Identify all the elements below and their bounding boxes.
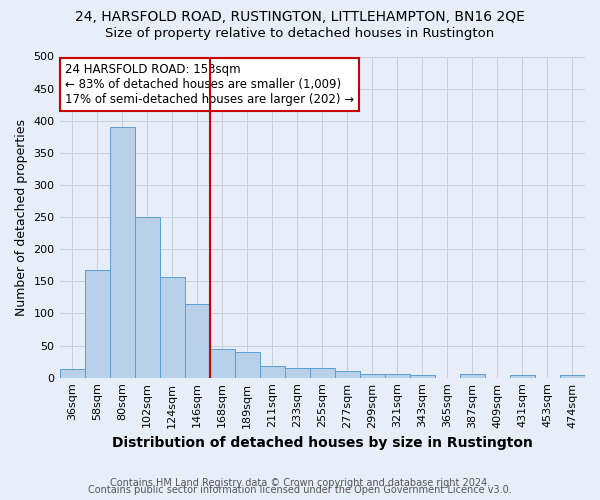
Bar <box>134 217 160 378</box>
Text: 24 HARSFOLD ROAD: 153sqm
← 83% of detached houses are smaller (1,009)
17% of sem: 24 HARSFOLD ROAD: 153sqm ← 83% of detach… <box>65 63 354 106</box>
X-axis label: Distribution of detached houses by size in Rustington: Distribution of detached houses by size … <box>112 436 533 450</box>
Bar <box>160 277 185 378</box>
Bar <box>235 352 260 378</box>
Text: Contains HM Land Registry data © Crown copyright and database right 2024.: Contains HM Land Registry data © Crown c… <box>110 478 490 488</box>
Bar <box>285 368 310 378</box>
Bar <box>360 374 385 378</box>
Bar <box>59 368 85 378</box>
Y-axis label: Number of detached properties: Number of detached properties <box>15 118 28 316</box>
Bar <box>460 374 485 378</box>
Text: Contains public sector information licensed under the Open Government Licence v3: Contains public sector information licen… <box>88 485 512 495</box>
Bar <box>110 127 134 378</box>
Bar <box>310 368 335 378</box>
Text: Size of property relative to detached houses in Rustington: Size of property relative to detached ho… <box>106 28 494 40</box>
Bar <box>560 375 585 378</box>
Bar <box>510 375 535 378</box>
Text: 24, HARSFOLD ROAD, RUSTINGTON, LITTLEHAMPTON, BN16 2QE: 24, HARSFOLD ROAD, RUSTINGTON, LITTLEHAM… <box>75 10 525 24</box>
Bar <box>335 372 360 378</box>
Bar <box>209 350 235 378</box>
Bar <box>85 270 110 378</box>
Bar <box>260 366 285 378</box>
Bar <box>410 375 435 378</box>
Bar <box>385 374 410 378</box>
Bar <box>185 304 209 378</box>
